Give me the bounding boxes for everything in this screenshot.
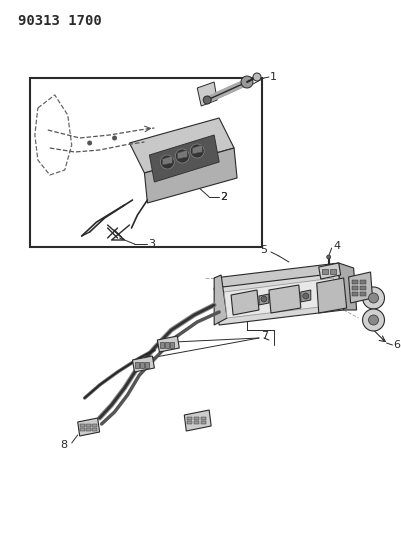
Circle shape xyxy=(368,315,378,325)
Circle shape xyxy=(326,255,330,259)
Bar xyxy=(140,362,144,368)
Bar xyxy=(351,280,357,284)
Bar xyxy=(187,421,192,424)
Polygon shape xyxy=(231,290,258,315)
Circle shape xyxy=(302,293,308,299)
Polygon shape xyxy=(214,275,227,325)
Polygon shape xyxy=(300,290,310,302)
Polygon shape xyxy=(149,135,219,182)
Polygon shape xyxy=(129,118,233,173)
Polygon shape xyxy=(197,82,217,106)
Circle shape xyxy=(87,141,92,146)
Text: 4: 4 xyxy=(333,241,340,251)
Circle shape xyxy=(260,296,266,302)
Circle shape xyxy=(368,293,378,303)
Polygon shape xyxy=(316,278,346,313)
Text: 5: 5 xyxy=(259,245,266,255)
Bar xyxy=(170,342,174,348)
Text: 2: 2 xyxy=(220,192,227,202)
Bar xyxy=(145,362,149,368)
Polygon shape xyxy=(177,150,187,159)
Bar xyxy=(91,424,96,427)
Text: 7: 7 xyxy=(260,331,267,341)
Text: 2: 2 xyxy=(220,192,227,202)
Circle shape xyxy=(203,96,211,104)
Polygon shape xyxy=(157,336,179,352)
Bar xyxy=(85,424,90,427)
Circle shape xyxy=(362,309,383,331)
Polygon shape xyxy=(132,356,154,372)
Bar xyxy=(358,292,365,296)
Bar xyxy=(358,280,365,284)
Circle shape xyxy=(252,73,260,81)
Circle shape xyxy=(362,287,383,309)
Text: 90313 1700: 90313 1700 xyxy=(18,14,101,28)
Bar xyxy=(329,269,335,274)
Polygon shape xyxy=(192,145,202,154)
Bar xyxy=(201,417,206,420)
Bar xyxy=(194,417,199,420)
Bar xyxy=(85,428,90,431)
Text: 8: 8 xyxy=(61,440,67,450)
Bar xyxy=(79,428,85,431)
Bar xyxy=(321,269,327,274)
Polygon shape xyxy=(214,263,348,288)
Polygon shape xyxy=(224,278,336,318)
Bar xyxy=(79,424,85,427)
Bar xyxy=(135,362,139,368)
Polygon shape xyxy=(77,418,99,436)
Circle shape xyxy=(160,155,174,169)
Bar xyxy=(187,417,192,420)
Polygon shape xyxy=(184,410,211,431)
Polygon shape xyxy=(268,285,300,313)
Polygon shape xyxy=(348,272,372,303)
Bar xyxy=(201,421,206,424)
Text: 3: 3 xyxy=(148,239,155,249)
Circle shape xyxy=(175,149,189,163)
Bar xyxy=(351,286,357,290)
Polygon shape xyxy=(258,294,268,305)
Polygon shape xyxy=(214,273,343,325)
Bar xyxy=(165,342,169,348)
Circle shape xyxy=(241,76,252,88)
Polygon shape xyxy=(162,156,172,165)
Bar xyxy=(160,342,164,348)
Circle shape xyxy=(190,144,204,158)
Bar xyxy=(358,286,365,290)
Polygon shape xyxy=(338,263,356,310)
Circle shape xyxy=(112,135,117,141)
Bar xyxy=(30,78,261,247)
Polygon shape xyxy=(318,263,340,279)
Bar xyxy=(91,428,96,431)
Bar xyxy=(351,292,357,296)
Bar xyxy=(194,421,199,424)
Text: 6: 6 xyxy=(393,340,399,350)
Polygon shape xyxy=(144,148,237,203)
Text: 1: 1 xyxy=(269,72,276,82)
